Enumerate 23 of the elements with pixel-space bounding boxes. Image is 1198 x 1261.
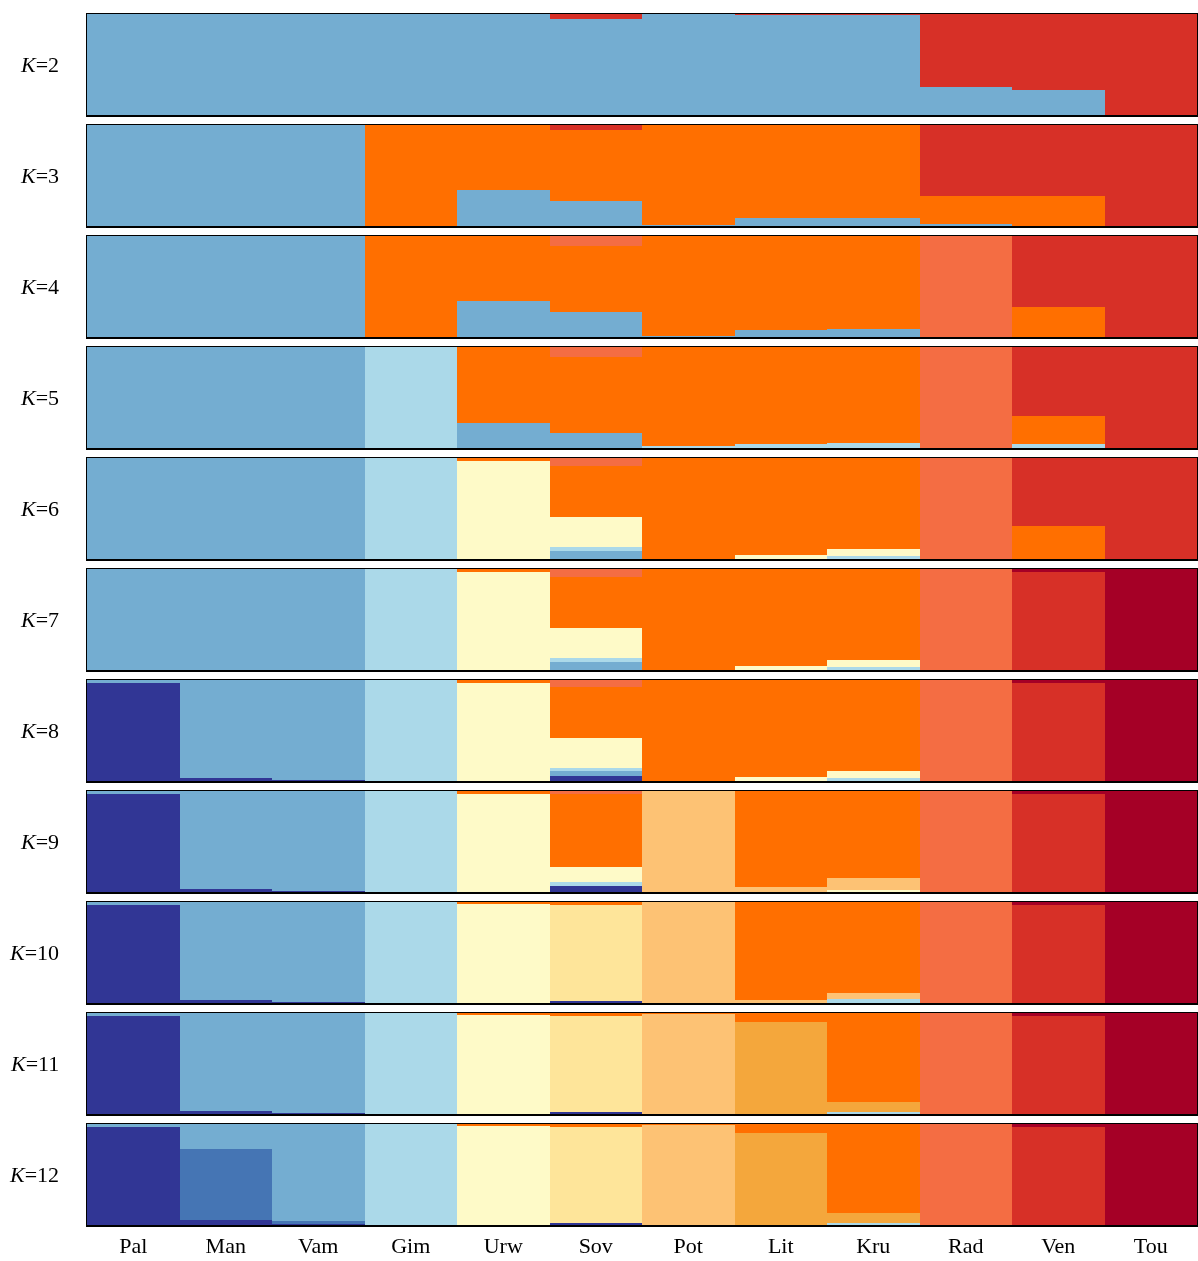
- y-axis-title: K=11: [10, 1051, 60, 1076]
- y-axis-title: K=5: [20, 385, 60, 410]
- y-axis-title: K=2: [20, 52, 60, 77]
- x-tick-label: Pal: [119, 1232, 148, 1258]
- x-tick-label: Ven: [1041, 1232, 1076, 1258]
- x-tick-label: Pot: [673, 1232, 703, 1258]
- y-axis-title: K=12: [9, 1162, 60, 1187]
- x-tick-label: Kru: [856, 1232, 891, 1258]
- y-axis-title: K=4: [20, 274, 60, 299]
- x-tick-label: Lit: [767, 1232, 794, 1258]
- x-tick-label: Man: [205, 1232, 246, 1258]
- x-tick-label: Tou: [1133, 1232, 1168, 1258]
- y-axis-title: K=8: [20, 718, 60, 743]
- y-axis-title: K=10: [9, 940, 60, 965]
- x-tick-label: Rad: [948, 1232, 984, 1258]
- x-tick-label: Gim: [391, 1232, 431, 1258]
- x-tick-label: Urw: [483, 1232, 523, 1258]
- y-axis-title: K=6: [20, 496, 60, 521]
- y-axis-title: K=7: [20, 607, 60, 632]
- y-axis-title: K=3: [20, 163, 60, 188]
- x-tick-label: Vam: [298, 1232, 339, 1258]
- y-axis-title: K=9: [20, 829, 60, 854]
- x-tick-label: Sov: [578, 1232, 613, 1258]
